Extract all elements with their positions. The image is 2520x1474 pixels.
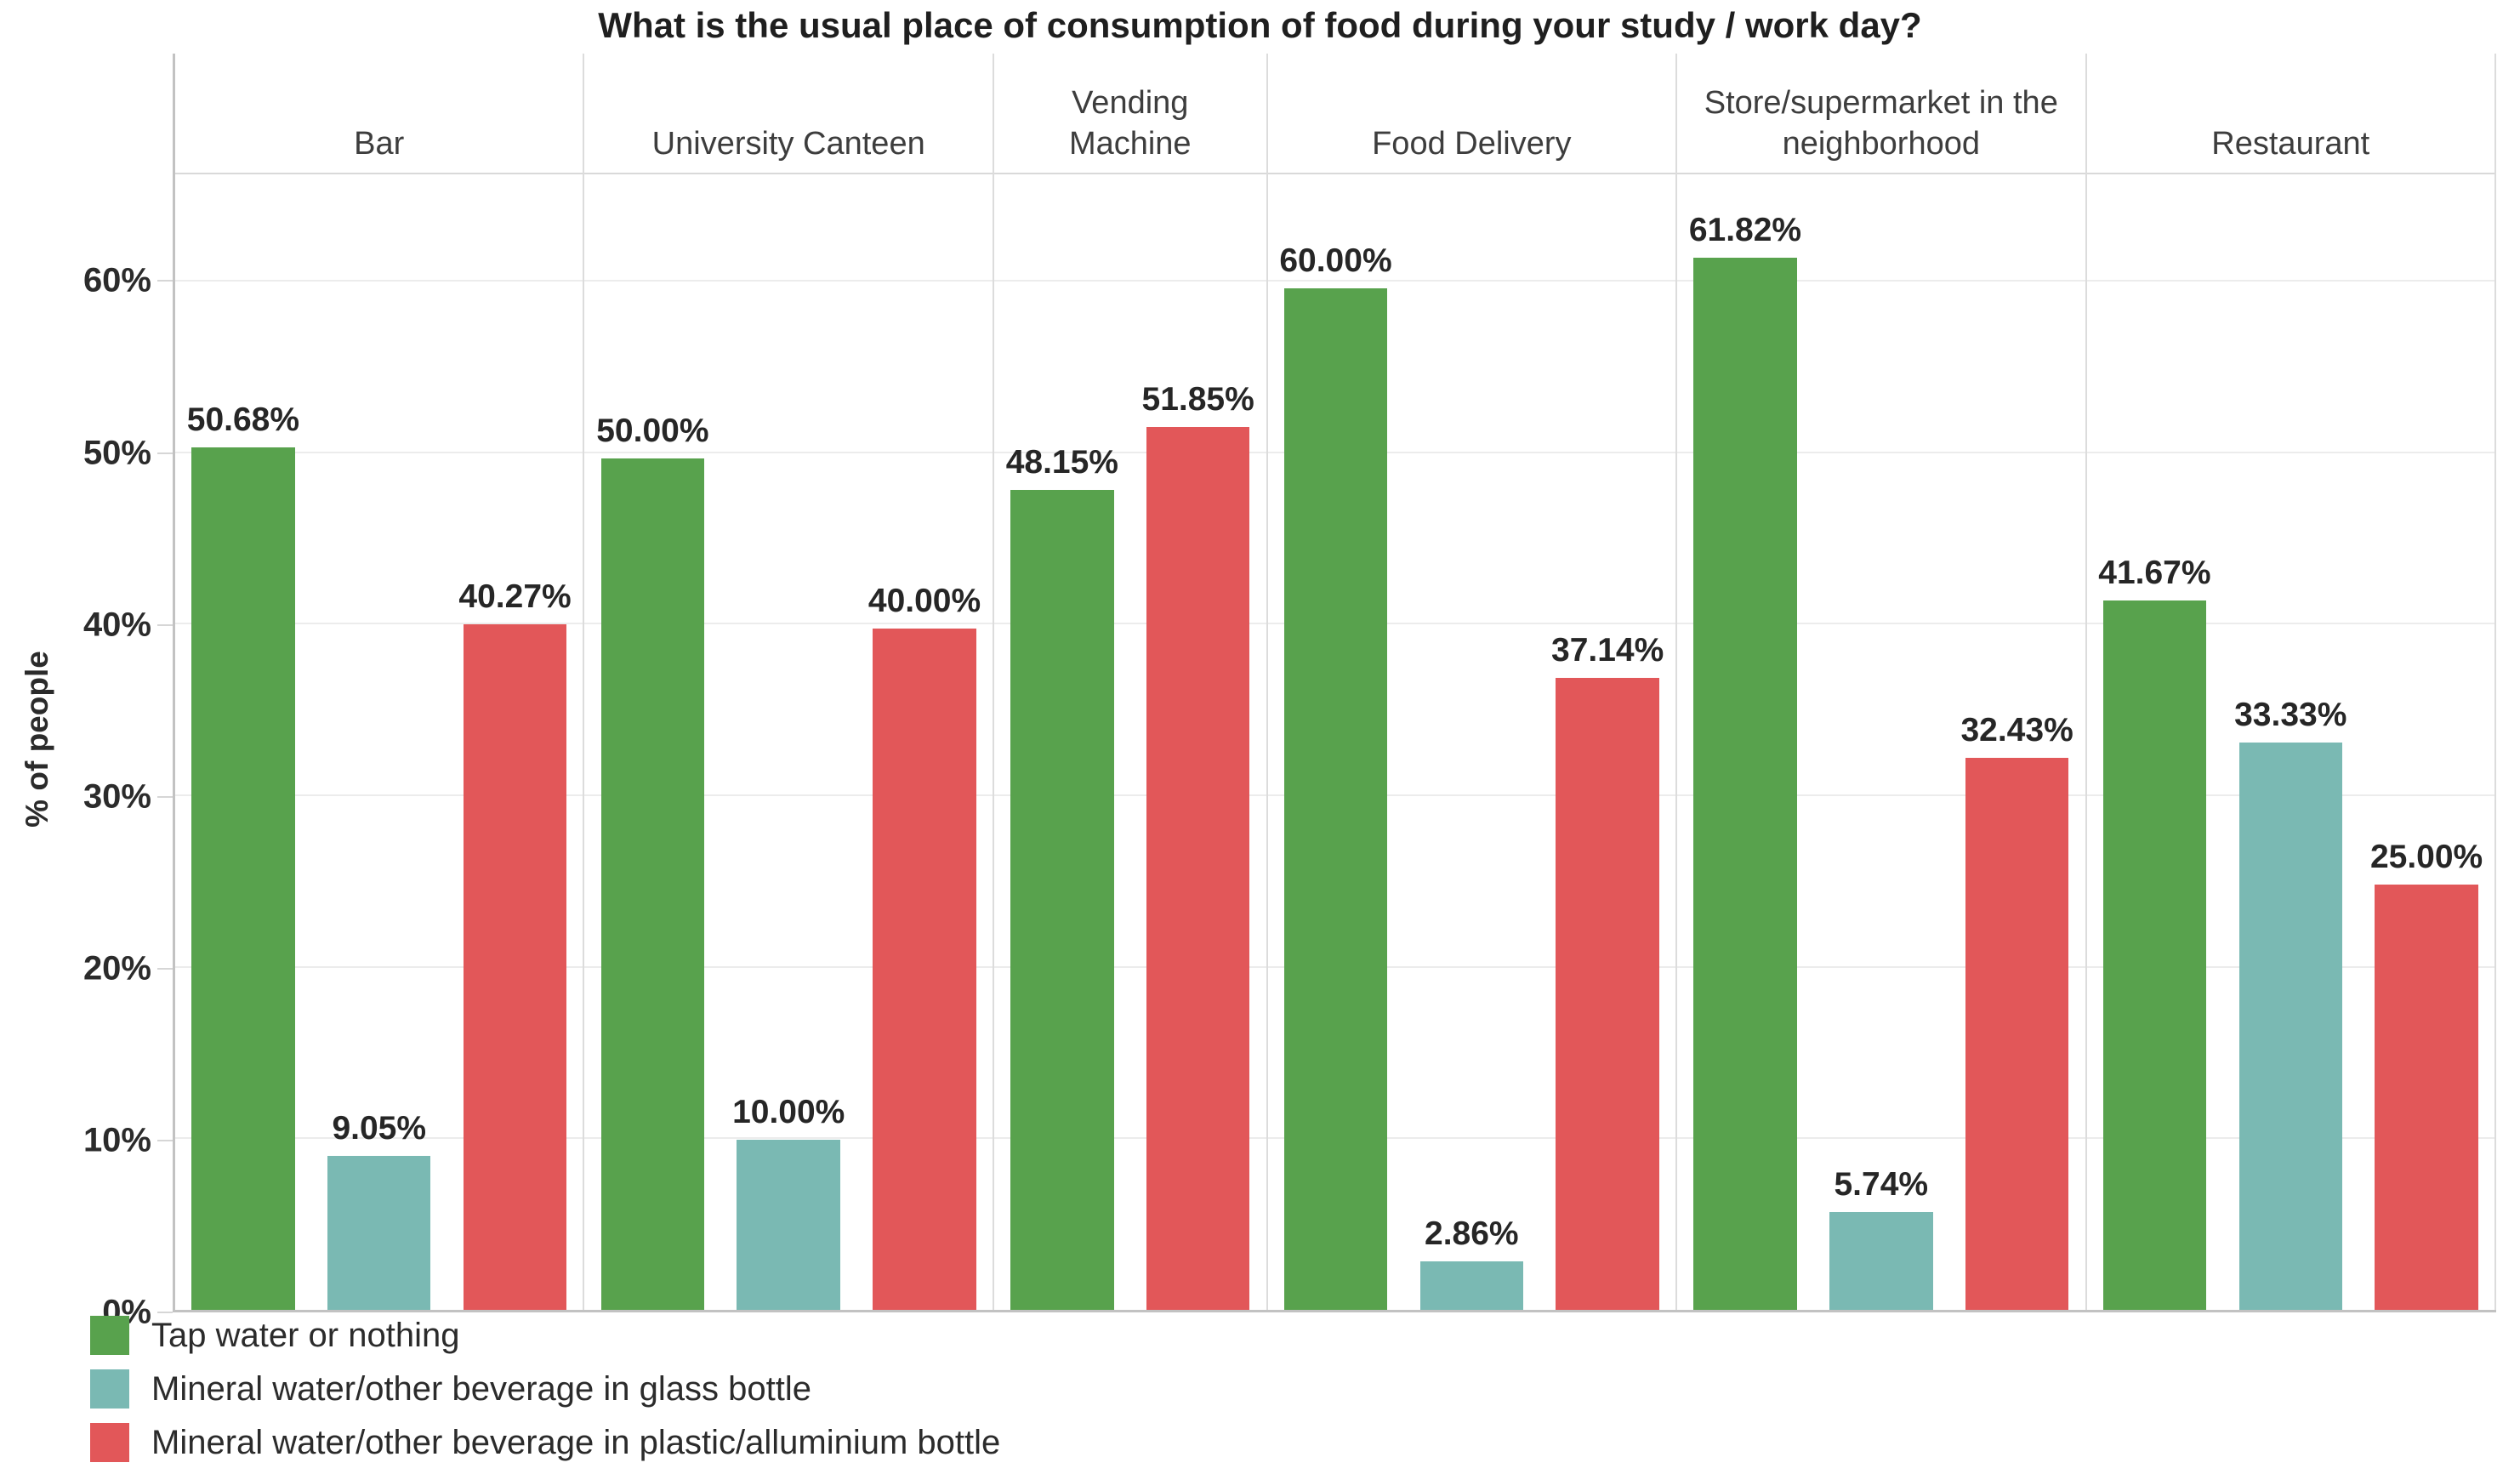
category-plot: 60.00% 2.86% 37.14% <box>1268 174 1675 1310</box>
bar-plastic <box>1965 757 2069 1310</box>
bar-value-label: 60.00% <box>1279 242 1392 280</box>
bar-tap <box>191 447 295 1310</box>
bar-value-label: 41.67% <box>2098 554 2211 591</box>
bar-glass <box>327 1155 431 1310</box>
y-tick-label: 60% <box>82 261 151 299</box>
bar-slot: 60.00% <box>1268 174 1404 1310</box>
y-tick-label: 30% <box>82 777 151 816</box>
bar-slot: 61.82% <box>1677 174 1813 1310</box>
bar-tap <box>1693 257 1797 1310</box>
category-panel-vending-machine: Vending Machine 48.15% 51.85% <box>993 54 1268 1310</box>
bar-slot: 40.27% <box>447 174 583 1310</box>
category-header: Food Delivery <box>1267 54 1676 174</box>
bar-value-label: 32.43% <box>1960 711 2073 748</box>
bar-plastic <box>1556 677 1659 1310</box>
chart-title: What is the usual place of consumption o… <box>598 5 1922 45</box>
bar-slot: 9.05% <box>311 174 447 1310</box>
legend-label: Mineral water/other beverage in plastic/… <box>151 1423 1001 1461</box>
bar-tap <box>1010 490 1114 1310</box>
legend-item-tap: Tap water or nothing <box>90 1316 1000 1355</box>
bar-slot: 33.33% <box>2222 174 2358 1310</box>
bar-tap <box>600 458 705 1310</box>
bar-tap <box>2102 600 2207 1310</box>
bar-value-label: 50.00% <box>596 413 709 450</box>
category-plot: 41.67% 33.33% 25.00% <box>2087 174 2494 1310</box>
legend-label: Mineral water/other beverage in glass bo… <box>151 1369 811 1408</box>
bar-value-label: 2.86% <box>1425 1215 1519 1252</box>
bar-plastic <box>873 629 976 1310</box>
y-tick-label: 10% <box>82 1121 151 1159</box>
legend-item-glass: Mineral water/other beverage in glass bo… <box>90 1369 1000 1409</box>
bar-value-label: 51.85% <box>1141 381 1254 418</box>
bar-slot: 41.67% <box>2087 174 2223 1310</box>
bar-slot: 2.86% <box>1403 174 1539 1310</box>
category-panel-bar: Bar 50.68% 9.05% 40.27% <box>175 54 585 1310</box>
category-plot: 48.15% 51.85% <box>994 174 1266 1310</box>
category-panel-university-canteen: University Canteen 50.00% 10.00% 40.00% <box>584 54 994 1310</box>
bar-glass <box>737 1139 840 1310</box>
bar-slot: 51.85% <box>1130 174 1266 1310</box>
y-tick-mark <box>157 967 173 970</box>
category-plot: 50.68% 9.05% 40.27% <box>175 174 583 1310</box>
y-tick-mark <box>157 1139 173 1141</box>
bar-slot: 50.00% <box>584 174 720 1310</box>
y-tick-label: 40% <box>82 606 151 644</box>
bar-value-label: 50.68% <box>186 401 300 438</box>
bar-tap <box>1283 288 1388 1310</box>
y-tick-mark <box>157 1312 173 1313</box>
bar-slot: 40.00% <box>856 174 993 1310</box>
category-header: Bar <box>175 54 583 174</box>
category-header: University Canteen <box>584 54 993 174</box>
bar-plastic <box>463 624 567 1310</box>
bar-plastic <box>2375 884 2478 1310</box>
legend: Tap water or nothing Mineral water/other … <box>90 1316 1000 1474</box>
bar-slot: 32.43% <box>1949 174 2085 1310</box>
bar-value-label: 10.00% <box>732 1093 845 1130</box>
legend-item-plastic: Mineral water/other beverage in plastic/… <box>90 1423 1000 1462</box>
legend-swatch-plastic <box>90 1423 129 1462</box>
bar-value-label: 33.33% <box>2234 696 2347 733</box>
y-tick-label: 50% <box>82 434 151 471</box>
bar-value-label: 9.05% <box>332 1109 427 1147</box>
bar-glass <box>1829 1212 1933 1310</box>
y-axis: 0% 10% 20% 30% 40% 50% 60% <box>0 166 173 1331</box>
category-panel-store-supermarket-in-the-neighborhood: Store/supermarket in the neighborhood 61.… <box>1677 54 2087 1310</box>
y-tick-mark <box>157 280 173 282</box>
y-tick-label: 20% <box>82 949 151 987</box>
category-header: Vending Machine <box>993 54 1266 174</box>
gridline <box>175 280 2496 282</box>
bar-plastic <box>1146 427 1250 1310</box>
bar-value-label: 40.00% <box>867 583 981 620</box>
category-panel-food-delivery: Food Delivery 60.00% 2.86% 37.14% <box>1267 54 1678 1310</box>
y-tick-mark <box>157 452 173 454</box>
bar-value-label: 25.00% <box>2369 838 2483 875</box>
bar-slot: 5.74% <box>1813 174 1949 1310</box>
bar-glass <box>2238 742 2342 1310</box>
bar-slot: 25.00% <box>2358 174 2494 1310</box>
bar-slot: 50.68% <box>175 174 311 1310</box>
bar-value-label: 40.27% <box>458 578 572 615</box>
bar-slot: 37.14% <box>1539 174 1675 1310</box>
bar-glass <box>1419 1261 1524 1310</box>
bar-value-label: 48.15% <box>1005 444 1118 481</box>
bar-slot: 48.15% <box>994 174 1130 1310</box>
bar-value-label: 5.74% <box>1834 1166 1929 1204</box>
category-plot: 61.82% 5.74% 32.43% <box>1677 174 2085 1310</box>
plot-area: Bar 50.68% 9.05% 40.27% University Canteen 50… <box>173 54 2496 1312</box>
legend-swatch-tap <box>90 1316 129 1355</box>
category-header: Restaurant <box>2086 54 2494 174</box>
y-tick-mark <box>157 795 173 798</box>
category-panel-restaurant: Restaurant 41.67% 33.33% 25.00% <box>2086 54 2496 1310</box>
bar-value-label: 61.82% <box>1688 211 1802 248</box>
category-panels: Bar 50.68% 9.05% 40.27% University Canteen 50… <box>175 54 2496 1310</box>
bar-slot: 10.00% <box>720 174 856 1310</box>
bar-value-label: 37.14% <box>1551 631 1664 669</box>
category-header: Store/supermarket in the neighborhood <box>1677 54 2085 174</box>
legend-swatch-glass <box>90 1369 129 1409</box>
y-tick-mark <box>157 623 173 626</box>
legend-label: Tap water or nothing <box>151 1316 460 1354</box>
category-plot: 50.00% 10.00% 40.00% <box>584 174 992 1310</box>
